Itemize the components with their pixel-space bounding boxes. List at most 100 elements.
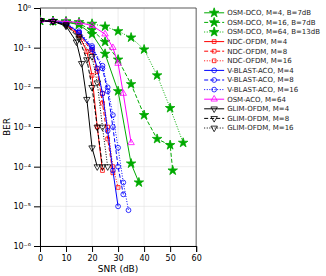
legend-swatch-marker: [212, 40, 216, 44]
legend-label: NDC-OFDM, M=4: [227, 38, 288, 46]
legend-swatch-line: [204, 108, 224, 109]
tick-label: 10⁻⁶: [13, 242, 31, 251]
legend-swatch-line: [204, 51, 224, 52]
series-marker: [84, 97, 90, 103]
legend-item: GLIM-OFDM, M=4: [204, 105, 289, 113]
tick: 10⁻¹: [13, 44, 40, 53]
series-marker: [115, 60, 121, 66]
tick: 10⁻²: [13, 83, 40, 92]
series-marker: [121, 180, 126, 185]
tick-label: 50: [166, 254, 176, 263]
series-marker: [126, 79, 136, 88]
series-marker: [105, 128, 110, 133]
series-line: [40, 21, 97, 167]
grid: [40, 8, 196, 246]
series-line: [40, 21, 183, 143]
legend-swatch-marker: [209, 27, 219, 36]
legend-swatch-marker: [212, 68, 217, 73]
frame-top: [40, 8, 196, 9]
series-marker: [113, 86, 123, 95]
series-marker: [40, 19, 43, 25]
legend-swatch-line: [204, 128, 224, 129]
legend-swatch-line: [204, 60, 224, 61]
legend-item: OSM-DCO, M=64, B=13dB: [204, 27, 320, 36]
legend-label: OSM-DCO, M=4, B=7dB: [227, 9, 311, 17]
frame-right: [196, 8, 197, 246]
legend-item: OSM-ACO, M=64: [204, 95, 286, 103]
series-marker: [77, 29, 82, 34]
series-marker: [139, 44, 149, 53]
tick-mark: [34, 246, 40, 247]
legend-label: OSM-ACO, M=64: [227, 96, 286, 104]
tick: 20: [87, 246, 97, 263]
tick-mark: [66, 246, 67, 252]
series-marker: [126, 33, 136, 42]
series-marker: [116, 145, 121, 150]
legend-label: V-BLAST-ACO, M=4: [227, 67, 294, 75]
tick-mark: [92, 246, 93, 252]
legend-swatch-line: [204, 99, 224, 100]
series-marker: [74, 17, 84, 26]
legend-swatch-marker: [211, 107, 217, 113]
tick-mark: [34, 167, 40, 168]
series: [40, 19, 100, 171]
series-marker: [165, 140, 175, 149]
legend-item: GLIM-OFDM, M=8: [204, 115, 289, 123]
tick-mark: [144, 246, 145, 252]
series-group: [40, 16, 188, 213]
legend-swatch-line: [204, 70, 224, 71]
series-marker: [121, 192, 126, 197]
series-marker: [134, 177, 144, 186]
tick-label: 40: [140, 254, 150, 263]
series-line: [40, 21, 113, 173]
tick: 40: [140, 246, 150, 263]
tick: 60: [192, 246, 202, 263]
series: [40, 19, 115, 175]
tick: 0: [38, 246, 43, 263]
series: [40, 16, 144, 187]
tick-label: 10⁻⁵: [13, 202, 31, 211]
tick-mark: [118, 246, 119, 252]
series: [40, 18, 126, 197]
legend-swatch-line: [204, 41, 224, 42]
series-marker: [95, 66, 100, 71]
tick-mark: [34, 206, 40, 207]
legend-label: V-BLAST-ACO, M=8: [227, 76, 294, 84]
chart: OSM-DCO, M=4, B=7dBOSM-DCO, M=16, B=7dBO…: [0, 0, 326, 276]
series-marker: [104, 165, 110, 171]
legend-item: NDC-OFDM, M=4: [204, 38, 288, 46]
series: [40, 16, 177, 175]
series-marker: [100, 37, 110, 46]
series-line: [40, 21, 102, 167]
tick-mark: [170, 246, 171, 252]
series-marker: [100, 91, 105, 96]
series: [40, 16, 188, 147]
series-marker: [89, 85, 95, 91]
series: [40, 19, 104, 173]
series-marker: [78, 62, 84, 68]
series-marker: [90, 74, 94, 78]
series-marker: [50, 20, 56, 26]
series-marker: [40, 19, 43, 25]
series-line: [40, 21, 173, 171]
tick-label: 30: [113, 254, 123, 263]
legend-label: OSM-DCO, M=16, B=7dB: [227, 19, 316, 27]
series-marker: [110, 44, 116, 50]
series-line: [40, 21, 131, 143]
x-axis: 0102030405060: [38, 246, 202, 263]
series-marker: [87, 25, 97, 34]
tick: 50: [166, 246, 176, 263]
series-marker: [178, 138, 188, 147]
series-marker: [87, 19, 97, 28]
tick-label: 60: [192, 254, 202, 263]
tick-label: 20: [87, 254, 97, 263]
series-marker: [116, 186, 120, 190]
axis-domain: [34, 9, 41, 247]
legend-swatch-line: [204, 118, 224, 119]
legend-label: V-BLAST-ACO, M=16: [227, 86, 299, 94]
series-marker: [165, 103, 175, 112]
tick: 10⁰: [18, 4, 40, 13]
tick-mark: [34, 127, 40, 128]
series-marker: [113, 26, 123, 35]
series: [40, 18, 120, 208]
